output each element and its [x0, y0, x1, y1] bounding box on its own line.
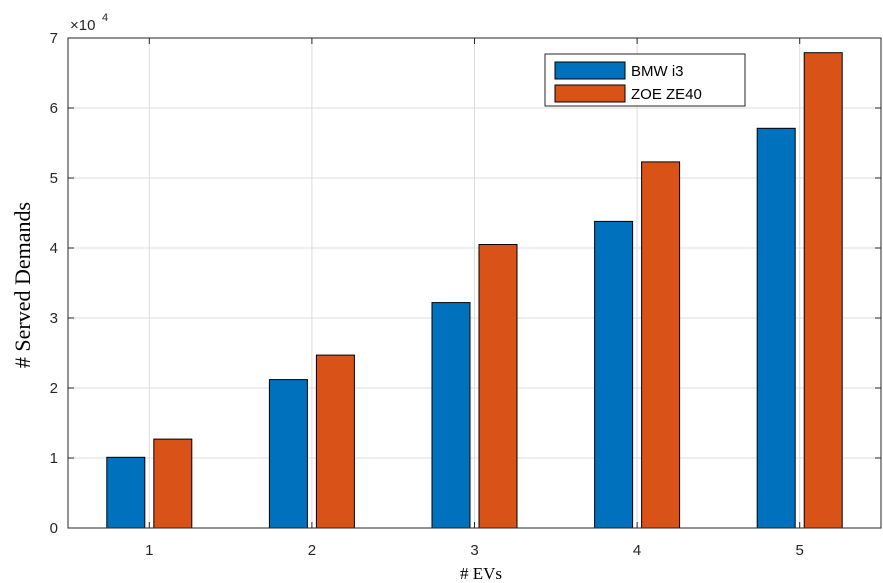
y-tick-label: 5	[50, 170, 58, 187]
x-tick-label: 4	[633, 542, 641, 559]
y-tick-label: 7	[50, 30, 58, 47]
bar-bmw-i3	[268, 379, 308, 529]
y-tick-label: 0	[50, 520, 58, 537]
legend-label: ZOE ZE40	[631, 86, 702, 103]
legend: BMW i3 ZOE ZE40	[544, 53, 746, 107]
bar-bmw-i3	[431, 302, 471, 529]
x-tick-label: 5	[796, 542, 804, 559]
bar-zoe-ze40	[478, 244, 518, 529]
y-tick-label: 3	[50, 310, 58, 327]
y-tick-label: 4	[50, 240, 58, 257]
bar-zoe-ze40	[641, 161, 681, 529]
y-tick-label: 1	[50, 450, 58, 467]
y-tick-label: 6	[50, 100, 58, 117]
bar-bmw-i3	[756, 127, 796, 529]
bar-zoe-ze40	[153, 438, 193, 529]
bar-zoe-ze40	[315, 354, 355, 529]
bars	[106, 52, 843, 529]
x-tick-label: 1	[145, 542, 153, 559]
y-exponent-label: ×10 4	[70, 12, 108, 34]
legend-swatch	[554, 84, 626, 103]
y-tick-label: 2	[50, 380, 58, 397]
y-exponent-base: ×10	[70, 17, 95, 34]
bar-bmw-i3	[594, 220, 634, 529]
x-axis-label: # EVs	[460, 564, 502, 583]
legend-label: BMW i3	[631, 63, 684, 80]
x-tick-label: 2	[308, 542, 316, 559]
grid-lines	[68, 38, 881, 528]
y-axis-label: # Served Demands	[10, 202, 35, 368]
bar-bmw-i3	[106, 456, 146, 529]
axis-ticks: 0 1 2 3 4 5 6 7 1 2 3 4 5	[50, 30, 881, 559]
bar-zoe-ze40	[803, 52, 843, 529]
x-tick-label: 3	[470, 542, 478, 559]
y-exponent-power: 4	[102, 12, 108, 24]
legend-swatch	[554, 61, 626, 80]
